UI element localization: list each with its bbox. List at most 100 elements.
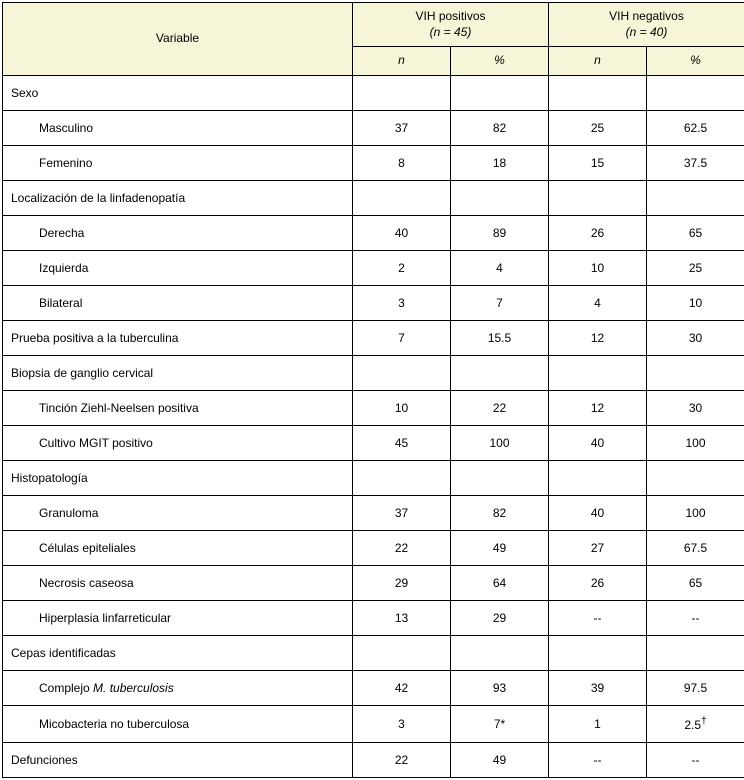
cell-g1p: 18	[451, 145, 549, 180]
cell-g2n: 25	[549, 110, 647, 145]
row-label: Histopatología	[3, 460, 353, 495]
cell-g2p: 100	[647, 495, 744, 530]
cell-g1p	[451, 180, 549, 215]
cell-g2n: 26	[549, 215, 647, 250]
cell-g1n	[353, 75, 451, 110]
cell-g1p: 49	[451, 530, 549, 565]
cell-g2n: 27	[549, 530, 647, 565]
cell-g1n: 7	[353, 320, 451, 355]
table-row: Sexo	[3, 75, 744, 110]
table-row: Tinción Ziehl-Neelsen positiva10221230	[3, 390, 744, 425]
cell-g2p: --	[647, 600, 744, 635]
cell-g1n: 8	[353, 145, 451, 180]
table-row: Histopatología	[3, 460, 744, 495]
row-label: Bilateral	[3, 285, 353, 320]
cell-g2n: --	[549, 742, 647, 777]
cell-g2n	[549, 460, 647, 495]
cell-g2n: 15	[549, 145, 647, 180]
cell-g2p	[647, 460, 744, 495]
table-row: Masculino37822562.5	[3, 110, 744, 145]
cell-g1n: 3	[353, 285, 451, 320]
cell-g2p: 25	[647, 250, 744, 285]
cell-g1n: 2	[353, 250, 451, 285]
data-table: Variable VIH positivos (n = 45) VIH nega…	[2, 2, 744, 778]
cell-g1n: 42	[353, 670, 451, 705]
cell-g2n: 40	[549, 425, 647, 460]
row-label: Izquierda	[3, 250, 353, 285]
cell-g1n: 37	[353, 495, 451, 530]
table-row: Granuloma378240100	[3, 495, 744, 530]
cell-g2p: 30	[647, 390, 744, 425]
header-g1-n: n	[353, 47, 451, 76]
row-label: Cultivo MGIT positivo	[3, 425, 353, 460]
cell-g2p: 37.5	[647, 145, 744, 180]
cell-g1p: 15.5	[451, 320, 549, 355]
cell-g2n: 12	[549, 320, 647, 355]
cell-g1p: 7	[451, 285, 549, 320]
cell-g1n: 37	[353, 110, 451, 145]
cell-g1p	[451, 460, 549, 495]
cell-g2n: --	[549, 600, 647, 635]
table-row: Prueba positiva a la tuberculina715.5123…	[3, 320, 744, 355]
row-label: Localización de la linfadenopatía	[3, 180, 353, 215]
row-label: Células epiteliales	[3, 530, 353, 565]
cell-g2n	[549, 635, 647, 670]
table-row: Cepas identificadas	[3, 635, 744, 670]
cell-g1p: 22	[451, 390, 549, 425]
cell-g2p: 62.5	[647, 110, 744, 145]
cell-g2n: 12	[549, 390, 647, 425]
cell-g1p: 82	[451, 110, 549, 145]
cell-g1n: 10	[353, 390, 451, 425]
row-label: Necrosis caseosa	[3, 565, 353, 600]
cell-g1n: 29	[353, 565, 451, 600]
cell-g1p: 29	[451, 600, 549, 635]
row-label: Complejo M. tuberculosis	[3, 670, 353, 705]
table-header: Variable VIH positivos (n = 45) VIH nega…	[3, 3, 744, 76]
header-g2-n: n	[549, 47, 647, 76]
cell-g1p	[451, 355, 549, 390]
cell-g2p	[647, 355, 744, 390]
cell-g2n: 10	[549, 250, 647, 285]
row-label: Sexo	[3, 75, 353, 110]
table-row: Complejo M. tuberculosis42933997.5	[3, 670, 744, 705]
cell-g1n: 45	[353, 425, 451, 460]
row-label: Hiperplasia linfarreticular	[3, 600, 353, 635]
cell-g2n: 40	[549, 495, 647, 530]
cell-g1n: 22	[353, 530, 451, 565]
table-row: Cultivo MGIT positivo4510040100	[3, 425, 744, 460]
header-g2-pct: %	[647, 47, 744, 76]
header-g1-pct: %	[451, 47, 549, 76]
cell-g2n: 39	[549, 670, 647, 705]
cell-g1p: 4	[451, 250, 549, 285]
row-label: Granuloma	[3, 495, 353, 530]
cell-g1p	[451, 75, 549, 110]
cell-g1p: 82	[451, 495, 549, 530]
cell-g2p: 67.5	[647, 530, 744, 565]
cell-g2p	[647, 180, 744, 215]
row-label: Derecha	[3, 215, 353, 250]
table-row: Bilateral37410	[3, 285, 744, 320]
cell-g1n	[353, 460, 451, 495]
cell-g2n	[549, 355, 647, 390]
cell-g2n	[549, 180, 647, 215]
cell-g1n: 13	[353, 600, 451, 635]
table-row: Izquierda241025	[3, 250, 744, 285]
table-row: Defunciones2249----	[3, 742, 744, 777]
cell-g2n: 4	[549, 285, 647, 320]
header-group1-title: VIH positivos	[415, 9, 485, 23]
cell-g2p: 30	[647, 320, 744, 355]
table-row: Hiperplasia linfarreticular1329----	[3, 600, 744, 635]
cell-g2p: 97.5	[647, 670, 744, 705]
table-row: Células epiteliales22492767.5	[3, 530, 744, 565]
row-label: Cepas identificadas	[3, 635, 353, 670]
cell-g1n: 22	[353, 742, 451, 777]
cell-g2p: --	[647, 742, 744, 777]
cell-g1p: 89	[451, 215, 549, 250]
row-label: Femenino	[3, 145, 353, 180]
cell-g2p: 65	[647, 565, 744, 600]
cell-g1p: 49	[451, 742, 549, 777]
cell-g1p: 64	[451, 565, 549, 600]
row-label: Biopsia de ganglio cervical	[3, 355, 353, 390]
header-group2: VIH negativos (n = 40)	[549, 3, 744, 47]
cell-g1n: 40	[353, 215, 451, 250]
